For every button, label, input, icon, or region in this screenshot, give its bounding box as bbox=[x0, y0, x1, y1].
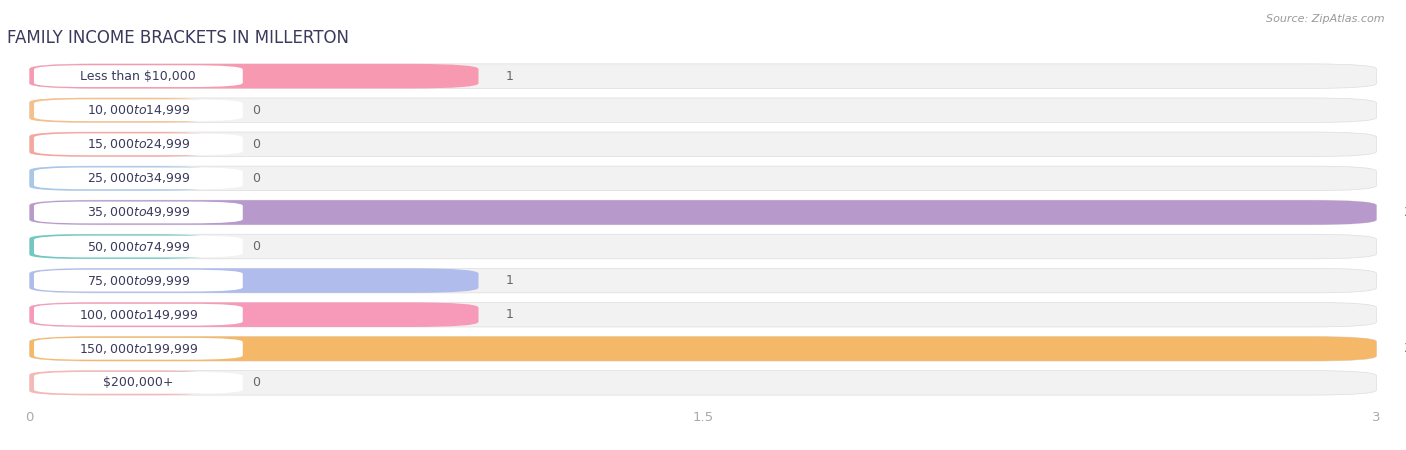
Text: FAMILY INCOME BRACKETS IN MILLERTON: FAMILY INCOME BRACKETS IN MILLERTON bbox=[7, 29, 349, 47]
Text: $200,000+: $200,000+ bbox=[103, 376, 173, 389]
FancyBboxPatch shape bbox=[34, 236, 243, 257]
Text: 1: 1 bbox=[505, 70, 513, 83]
FancyBboxPatch shape bbox=[30, 337, 1376, 361]
Text: 0: 0 bbox=[252, 172, 260, 185]
FancyBboxPatch shape bbox=[34, 99, 243, 121]
FancyBboxPatch shape bbox=[30, 98, 1376, 122]
FancyBboxPatch shape bbox=[30, 132, 1376, 157]
FancyBboxPatch shape bbox=[30, 200, 1376, 225]
FancyBboxPatch shape bbox=[30, 200, 1376, 225]
FancyBboxPatch shape bbox=[30, 371, 207, 395]
Text: $150,000 to $199,999: $150,000 to $199,999 bbox=[79, 342, 198, 356]
Text: $35,000 to $49,999: $35,000 to $49,999 bbox=[87, 206, 190, 220]
FancyBboxPatch shape bbox=[34, 133, 243, 155]
FancyBboxPatch shape bbox=[30, 268, 478, 293]
Text: Source: ZipAtlas.com: Source: ZipAtlas.com bbox=[1267, 14, 1385, 23]
Text: 0: 0 bbox=[252, 104, 260, 117]
Text: $10,000 to $14,999: $10,000 to $14,999 bbox=[87, 103, 190, 117]
Text: $100,000 to $149,999: $100,000 to $149,999 bbox=[79, 308, 198, 322]
Text: Less than $10,000: Less than $10,000 bbox=[80, 70, 197, 83]
Text: 0: 0 bbox=[252, 138, 260, 151]
FancyBboxPatch shape bbox=[30, 64, 478, 88]
FancyBboxPatch shape bbox=[34, 202, 243, 223]
Text: 0: 0 bbox=[252, 376, 260, 389]
FancyBboxPatch shape bbox=[34, 167, 243, 189]
Text: $15,000 to $24,999: $15,000 to $24,999 bbox=[87, 137, 190, 151]
FancyBboxPatch shape bbox=[30, 98, 207, 122]
Text: $50,000 to $74,999: $50,000 to $74,999 bbox=[87, 239, 190, 253]
FancyBboxPatch shape bbox=[30, 234, 1376, 259]
FancyBboxPatch shape bbox=[30, 337, 1376, 361]
FancyBboxPatch shape bbox=[34, 304, 243, 326]
FancyBboxPatch shape bbox=[34, 65, 243, 87]
Text: $25,000 to $34,999: $25,000 to $34,999 bbox=[87, 171, 190, 185]
Text: $75,000 to $99,999: $75,000 to $99,999 bbox=[87, 274, 190, 288]
FancyBboxPatch shape bbox=[30, 234, 207, 259]
FancyBboxPatch shape bbox=[30, 166, 207, 191]
Text: 3: 3 bbox=[1403, 206, 1406, 219]
Text: 0: 0 bbox=[252, 240, 260, 253]
Text: 1: 1 bbox=[505, 274, 513, 287]
Text: 3: 3 bbox=[1403, 342, 1406, 355]
FancyBboxPatch shape bbox=[30, 371, 1376, 395]
FancyBboxPatch shape bbox=[30, 132, 207, 157]
FancyBboxPatch shape bbox=[30, 302, 1376, 327]
FancyBboxPatch shape bbox=[34, 372, 243, 394]
Text: 1: 1 bbox=[505, 308, 513, 321]
FancyBboxPatch shape bbox=[30, 166, 1376, 191]
FancyBboxPatch shape bbox=[30, 64, 1376, 88]
FancyBboxPatch shape bbox=[34, 338, 243, 360]
FancyBboxPatch shape bbox=[30, 302, 478, 327]
FancyBboxPatch shape bbox=[34, 270, 243, 292]
FancyBboxPatch shape bbox=[30, 268, 1376, 293]
